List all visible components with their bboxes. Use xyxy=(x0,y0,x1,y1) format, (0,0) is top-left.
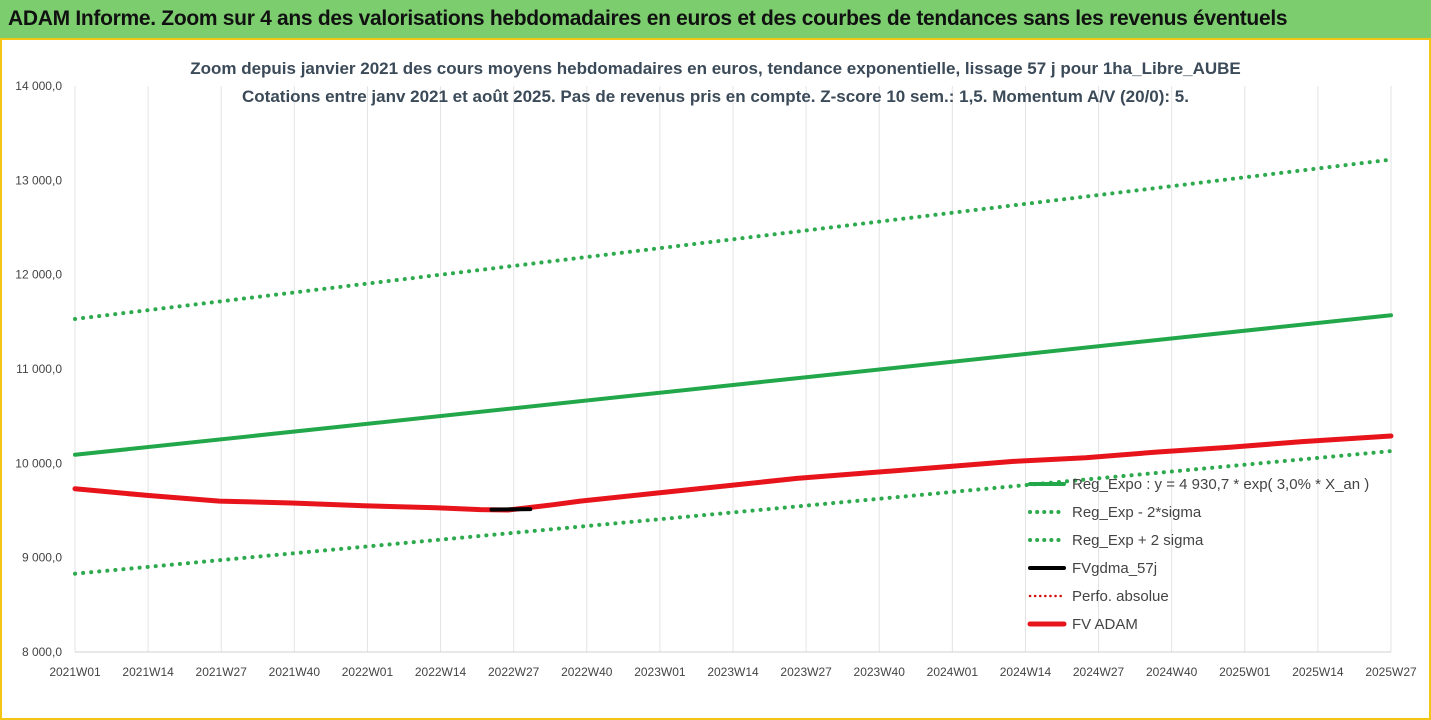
legend: Reg_Expo : y = 4 930,7 * exp( 3,0% * X_a… xyxy=(1027,476,1369,633)
y-tick-label: 11 000,0 xyxy=(16,362,62,376)
x-tick-label: 2021W01 xyxy=(49,665,101,679)
x-tick-label: 2024W01 xyxy=(927,665,979,679)
series-line-3 xyxy=(489,507,533,512)
series-layer xyxy=(72,157,1394,576)
series-line-0 xyxy=(73,313,1393,457)
x-tick-label: 2022W27 xyxy=(488,665,540,679)
legend-label: Reg_Expo : y = 4 930,7 * exp( 3,0% * X_a… xyxy=(1072,476,1369,493)
x-tick-label: 2021W27 xyxy=(196,665,248,679)
y-tick-label: 10 000,0 xyxy=(15,456,62,470)
chart-area: 14 000,0 13 000,0 12 000,0 11 000,0 10 000,0… xyxy=(0,38,1431,720)
legend-label: Reg_Exp + 2 sigma xyxy=(1072,532,1204,549)
y-tick-label: 12 000,0 xyxy=(15,268,62,282)
y-axis-ticks: 14 000,0 13 000,0 12 000,0 11 000,0 10 000,0… xyxy=(15,79,62,659)
legend-label: FVgdma_57j xyxy=(1072,560,1157,577)
y-tick-label: 14 000,0 xyxy=(15,79,62,93)
legend-label: FV ADAM xyxy=(1072,616,1138,633)
chart-subtitle: Cotations entre janv 2021 et août 2025. … xyxy=(242,87,1189,106)
x-tick-label: 2023W40 xyxy=(854,665,906,679)
chart-title: Zoom depuis janvier 2021 des cours moyen… xyxy=(190,59,1241,78)
x-tick-label: 2023W01 xyxy=(634,665,686,679)
x-tick-label: 2023W14 xyxy=(707,665,759,679)
x-tick-label: 2022W40 xyxy=(561,665,613,679)
x-tick-label: 2024W14 xyxy=(1000,665,1052,679)
x-tick-label: 2025W27 xyxy=(1365,665,1417,679)
x-tick-label: 2024W27 xyxy=(1073,665,1125,679)
trend-chart: 14 000,0 13 000,0 12 000,0 11 000,0 10 000,0… xyxy=(0,38,1431,720)
y-tick-label: 9 000,0 xyxy=(22,551,62,565)
x-tick-label: 2022W14 xyxy=(415,665,467,679)
y-tick-label: 8 000,0 xyxy=(22,645,62,659)
grid-layer xyxy=(74,86,1392,653)
x-tick-label: 2021W40 xyxy=(269,665,321,679)
x-tick-label: 2024W40 xyxy=(1146,665,1198,679)
x-tick-label: 2025W14 xyxy=(1292,665,1344,679)
x-axis-ticks: 2021W01 2021W14 2021W27 2021W40 2022W01 2022W… xyxy=(49,665,1417,679)
x-tick-label: 2022W01 xyxy=(342,665,394,679)
series-line-2 xyxy=(73,157,1393,321)
x-tick-label: 2023W27 xyxy=(780,665,832,679)
report-title: ADAM Informe. Zoom sur 4 ans des valoris… xyxy=(8,7,1288,30)
legend-label: Perfo. absolue xyxy=(1072,588,1169,605)
series-line-5 xyxy=(72,433,1394,513)
report-title-bar: ADAM Informe. Zoom sur 4 ans des valoris… xyxy=(0,0,1431,38)
series-line-1 xyxy=(73,449,1393,576)
chart-frame xyxy=(0,38,1431,720)
legend-label: Reg_Exp - 2*sigma xyxy=(1072,504,1202,521)
y-tick-label: 13 000,0 xyxy=(15,173,62,187)
x-tick-label: 2021W14 xyxy=(122,665,174,679)
x-tick-label: 2025W01 xyxy=(1219,665,1271,679)
